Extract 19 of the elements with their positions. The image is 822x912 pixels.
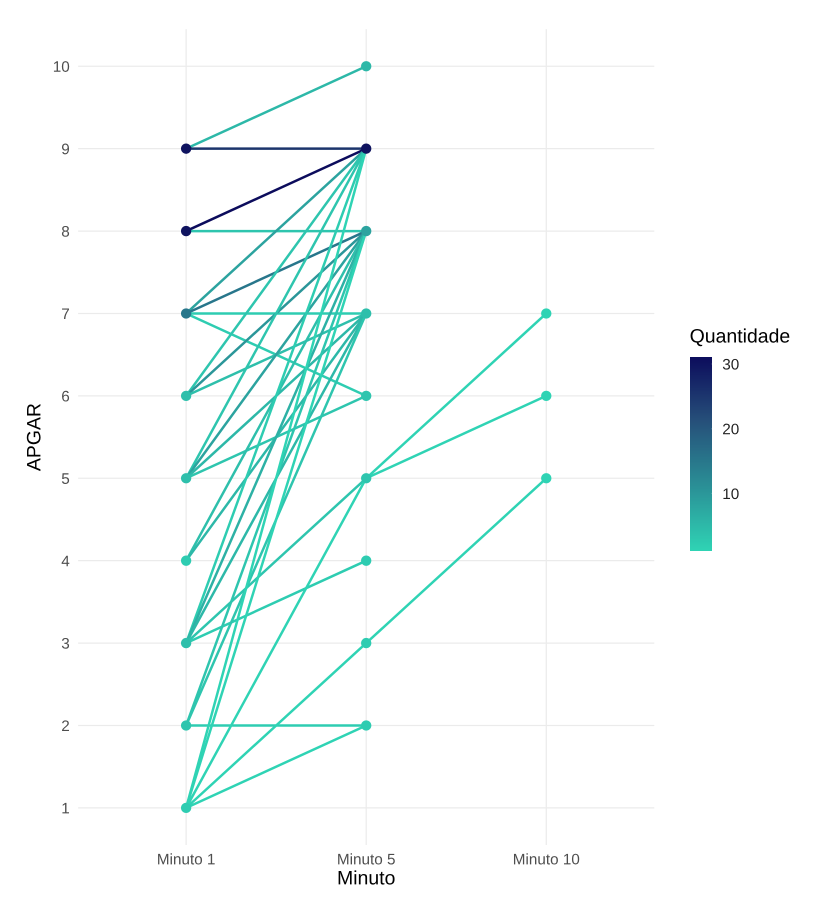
x-tick-label: Minuto 10	[514, 853, 580, 865]
y-tick-label: 7	[62, 308, 69, 320]
y-tick-label: 1	[62, 802, 70, 814]
color-bar-label: 30	[722, 358, 739, 370]
y-tick-label: 10	[54, 61, 70, 72]
y-tick-label: 3	[62, 638, 70, 649]
y-tick-label: 5	[62, 473, 70, 484]
color-bar-title: Quantidade	[690, 328, 790, 346]
y-axis-title: APGAR	[26, 404, 41, 472]
x-axis-title: Minuto	[338, 870, 395, 885]
y-tick-label: 9	[62, 144, 70, 154]
y-tick-label: 8	[62, 226, 70, 237]
y-tick-label: 4	[62, 556, 70, 566]
x-tick-label: Minuto 5	[338, 853, 395, 865]
y-tick-label: 6	[62, 390, 70, 402]
x-tick-label: Minuto 1	[158, 853, 215, 865]
color-bar-label: 10	[723, 488, 739, 500]
y-tick-label: 2	[62, 720, 69, 732]
color-bar-label: 20	[723, 424, 739, 434]
